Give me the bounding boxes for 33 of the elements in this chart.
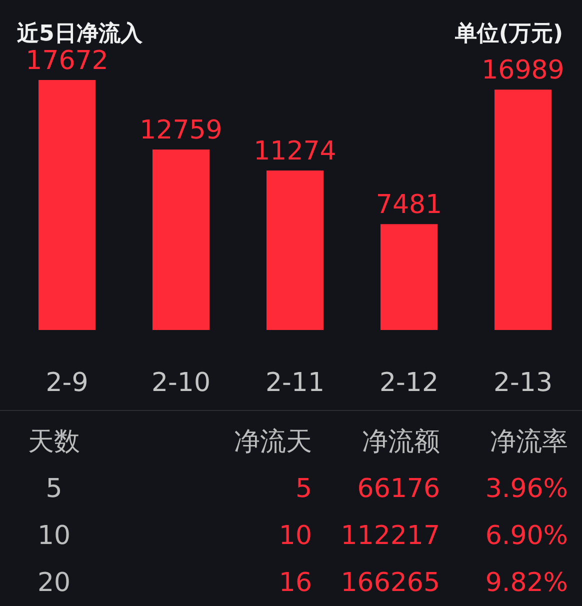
text: 10 — [36, 520, 72, 553]
x-tick-label: 2-9 — [46, 368, 88, 398]
data-label: 7481 — [376, 190, 442, 220]
text: 天数 — [27, 426, 81, 459]
text: 3.96% — [484, 473, 568, 506]
chart-title: 近5日净流入 — [16, 20, 144, 46]
text: 112217 — [340, 520, 440, 553]
x-tick-label: 2-13 — [493, 368, 553, 398]
text: 10 — [278, 520, 312, 553]
text: 净流率 — [489, 426, 568, 459]
x-tick-label: 2-11 — [265, 368, 325, 398]
x-tick-label: 2-10 — [151, 368, 211, 398]
x-tick-label: 2-12 — [379, 368, 439, 398]
text: 5 — [294, 473, 312, 506]
text: 净流额 — [361, 426, 440, 459]
text: 9.82% — [484, 567, 568, 600]
bar — [152, 150, 210, 330]
data-label: 12759 — [140, 116, 222, 146]
bar — [380, 224, 438, 330]
chart-subtitle: 单位(万元) — [454, 22, 563, 46]
bar — [266, 170, 324, 330]
data-label: 11274 — [254, 136, 336, 167]
data-label: 16989 — [482, 56, 564, 86]
text: 净流天 — [233, 426, 312, 459]
text: 6.90% — [484, 520, 568, 553]
bar — [38, 80, 96, 330]
text: 20 — [36, 567, 72, 600]
data-label: 17672 — [26, 46, 108, 76]
text: 5 — [44, 473, 64, 506]
text: 166265 — [340, 567, 440, 600]
bar — [494, 90, 552, 330]
text: 66176 — [356, 473, 440, 506]
text: 16 — [278, 567, 312, 600]
